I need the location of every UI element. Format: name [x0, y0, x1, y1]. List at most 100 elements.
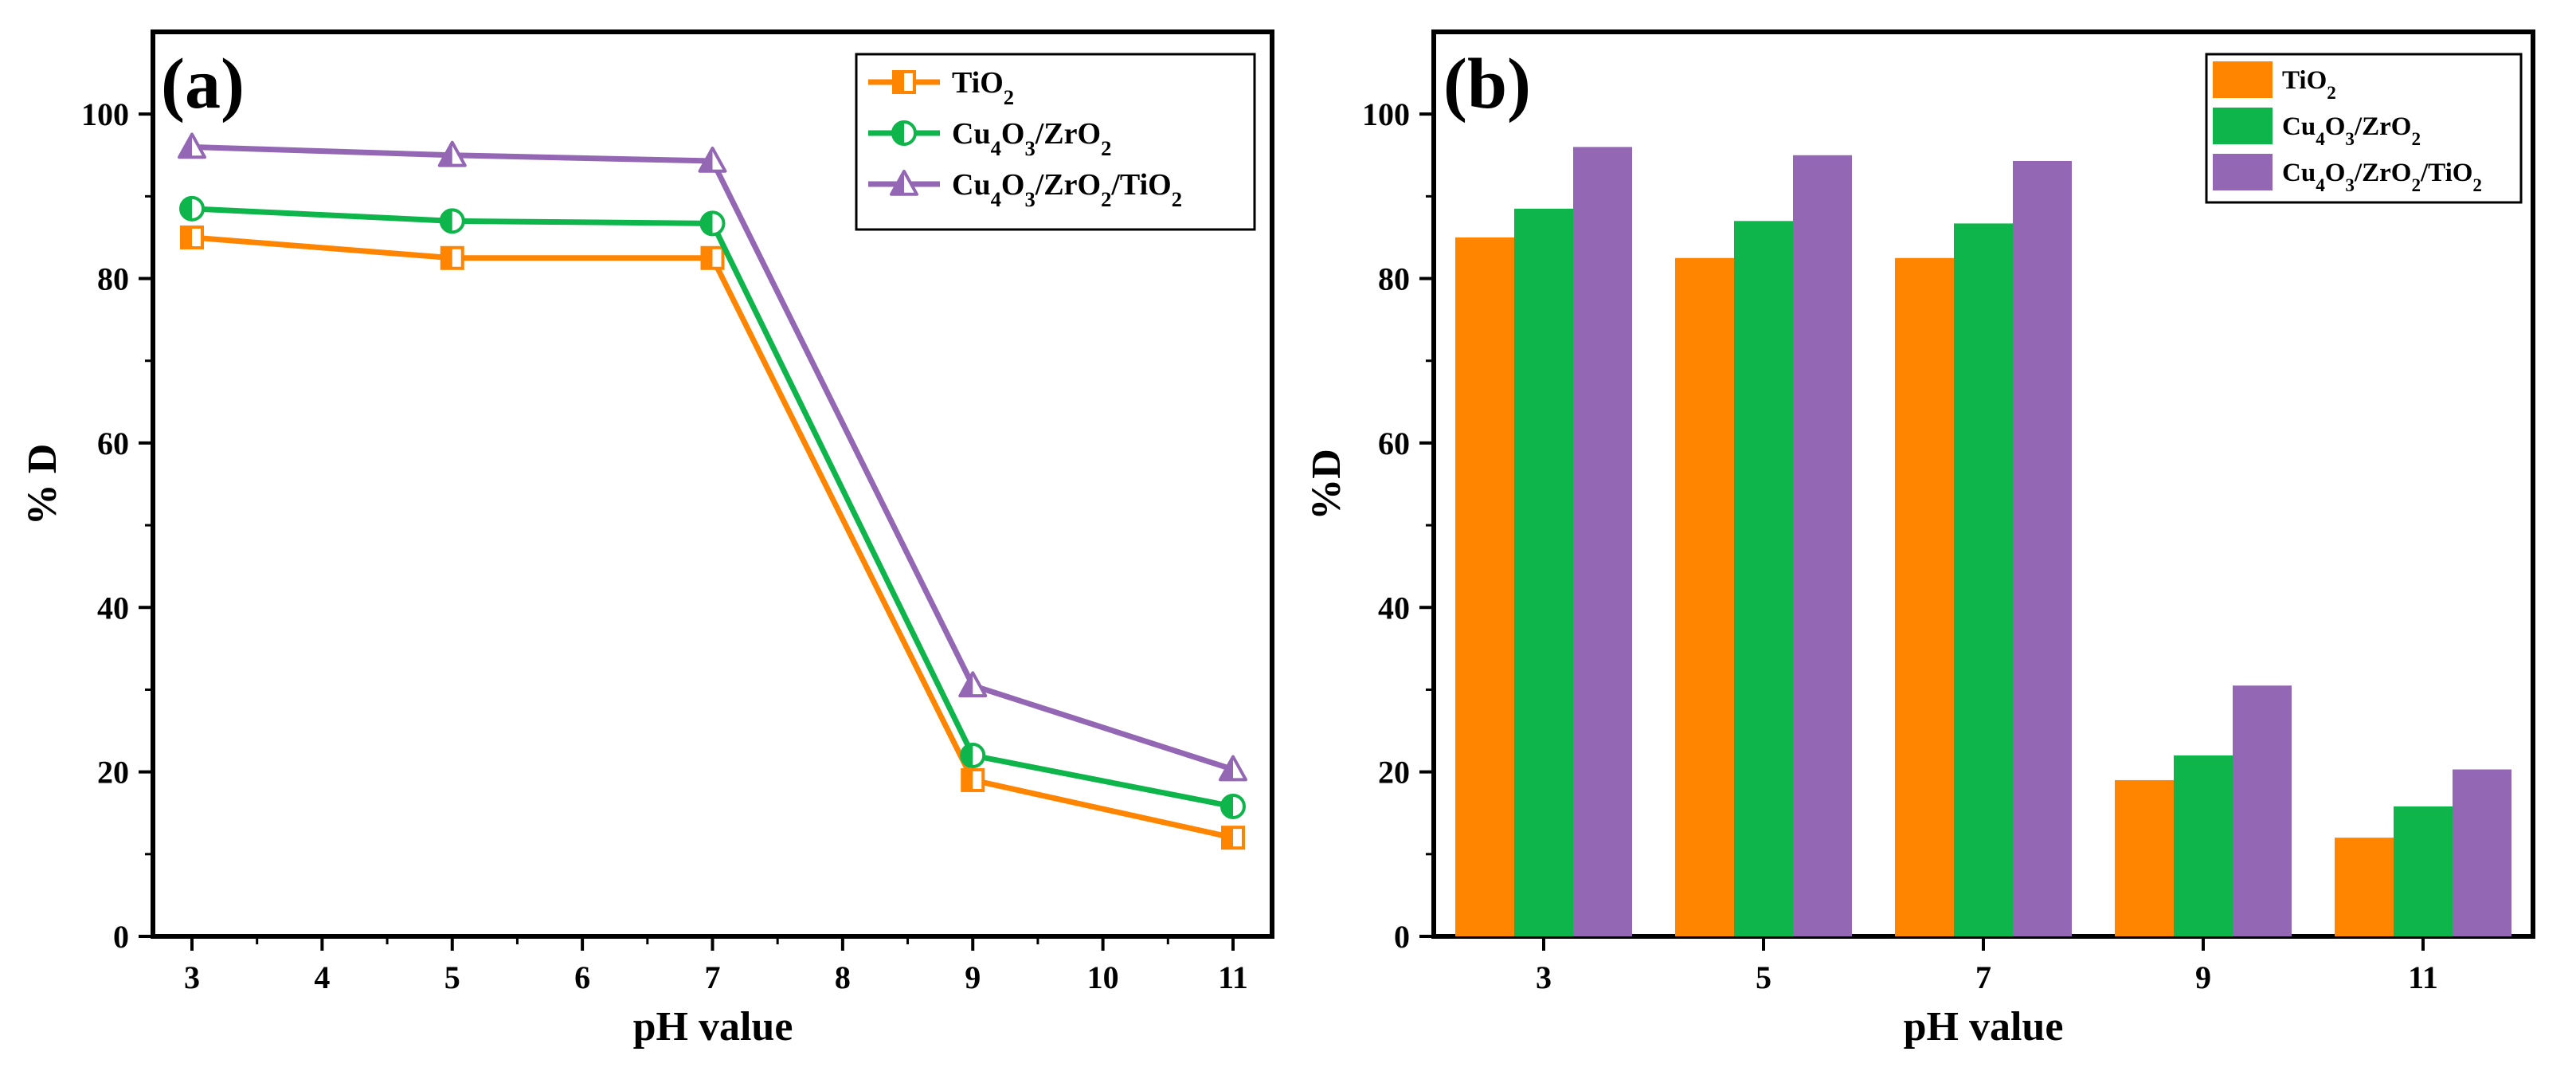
- panel-b-bar: [1514, 208, 1573, 936]
- panel-b-y-tick-label: 100: [1362, 96, 1410, 132]
- panel-b-bar: [2174, 755, 2233, 936]
- legend-text-part: Cu: [2282, 159, 2316, 187]
- panel-b-bar: [1573, 147, 1632, 937]
- panel-a-x-tick-label: 8: [835, 959, 851, 995]
- panel-a-y-tick-label: 40: [97, 590, 129, 626]
- panel-b-bar: [1675, 257, 1734, 936]
- legend-text-part: 2: [2472, 175, 2482, 195]
- panel-b-y-axis-label: %D: [1304, 449, 1349, 520]
- legend-text-part: O: [2325, 112, 2346, 141]
- legend-text-part: /TiO: [1110, 168, 1171, 202]
- legend-text-part: 3: [2345, 175, 2355, 195]
- panel-a-data-point: [439, 208, 465, 234]
- panel-a-x-tick-label: 4: [314, 959, 330, 995]
- panel-a-x-tick-label: 10: [1087, 959, 1119, 995]
- panel-b-bar: [1954, 223, 2013, 936]
- legend-text-part: 3: [2345, 128, 2355, 149]
- panel-b-y-tick-label: 20: [1378, 755, 1410, 791]
- panel-a-data-point: [437, 140, 467, 167]
- legend-text-part: TiO: [2282, 66, 2327, 95]
- legend-text-part: 4: [2316, 128, 2325, 149]
- panel-a-x-tick-label: 7: [705, 959, 721, 995]
- panel-a-legend-marker: [890, 170, 918, 196]
- legend-text-part: O: [1001, 117, 1025, 151]
- panel-b-bar: [2394, 806, 2453, 936]
- legend-text-part: O: [1001, 168, 1025, 202]
- panel-b-bar: [1734, 221, 1793, 936]
- panel-a-data-point: [1220, 826, 1245, 850]
- panel-b-x-tick-label: 11: [2408, 959, 2438, 995]
- panel-b-legend-label: TiO2: [2282, 66, 2336, 103]
- panel-b-y-tick-label: 60: [1378, 426, 1410, 461]
- panel-a-data-point: [179, 195, 206, 222]
- panel-a-y-tick-label: 80: [97, 261, 129, 297]
- panel-a-data-point: [440, 245, 464, 270]
- panel-a-label: (a): [161, 45, 245, 124]
- legend-text-part: 2: [1101, 187, 1111, 211]
- panel-b-bar: [2453, 769, 2511, 936]
- legend-text-part: 4: [2316, 175, 2325, 195]
- legend-text-part: /ZrO: [1035, 168, 1101, 202]
- legend-text-part: 3: [1024, 136, 1035, 160]
- panel-a-y-tick-label: 60: [97, 426, 129, 461]
- panel-a-legend-label: TiO2: [952, 66, 1014, 109]
- panel-b-bar: [2013, 160, 2072, 936]
- panel-b-bar: [2233, 685, 2292, 936]
- legend-text-part: /TiO: [2420, 159, 2472, 187]
- panel-b-x-tick-label: 7: [1975, 959, 1991, 995]
- panel-a-x-tick-label: 11: [1218, 959, 1248, 995]
- panel-a-data-point: [1219, 793, 1246, 819]
- panel-b-bar: [2335, 838, 2394, 936]
- panel-a-legend-marker: [891, 120, 917, 146]
- panel-b-y-tick-label: 0: [1394, 919, 1410, 955]
- panel-a-data-point: [958, 671, 988, 698]
- panel-a-data-point: [961, 767, 985, 792]
- panel-b-y-tick-label: 40: [1378, 590, 1410, 626]
- panel-b-legend-swatch: [2213, 108, 2273, 144]
- panel-a-x-tick-label: 3: [184, 959, 200, 995]
- panel-a-series: [178, 132, 1247, 850]
- panel-b-x-tick-label: 5: [1756, 959, 1771, 995]
- panel-a-y-tick-label: 100: [81, 96, 129, 132]
- legend-text-part: Cu: [952, 168, 991, 202]
- panel-a-data-point: [699, 210, 726, 237]
- panel-a-data-point: [698, 146, 727, 173]
- legend-text-part: 2: [2411, 175, 2421, 195]
- panel-a-y-axis-label: % D: [20, 444, 65, 526]
- panel-a-data-point: [180, 225, 205, 249]
- legend-text-part: /ZrO: [2354, 112, 2412, 141]
- panel-b-bar: [1455, 237, 1514, 936]
- panel-b-legend-label: Cu4O3/ZrO2/TiO2: [2282, 159, 2482, 195]
- legend-text-part: 4: [991, 136, 1001, 160]
- legend-text-part: /ZrO: [2354, 159, 2412, 187]
- legend-text-part: O: [2325, 159, 2346, 187]
- panel-a-x-tick-label: 5: [444, 959, 460, 995]
- panel-a-data-point: [960, 743, 986, 768]
- panel-b-x-tick-label: 9: [2195, 959, 2211, 995]
- panel-a-data-point: [178, 132, 207, 159]
- panel-b-x-axis-label: pH value: [1904, 1004, 2064, 1050]
- legend-text-part: /ZrO: [1035, 117, 1101, 151]
- panel-a-data-point: [1218, 755, 1247, 782]
- panel-b-legend-label: Cu4O3/ZrO2: [2282, 112, 2421, 149]
- legend-text-part: Cu: [952, 117, 991, 151]
- panel-b-bars: [1455, 147, 2511, 937]
- panel-b-bar: [1895, 257, 1954, 936]
- panel-a-y-tick-label: 20: [97, 755, 129, 791]
- panel-a-x-tick-label: 6: [574, 959, 590, 995]
- legend-text-part: 3: [1024, 187, 1035, 211]
- legend-text-part: 2: [1101, 136, 1111, 160]
- panel-a-legend-label: Cu4O3/ZrO2/TiO2: [952, 168, 1182, 211]
- legend-text-part: 2: [1172, 187, 1182, 211]
- panel-b-x-tick-label: 3: [1536, 959, 1552, 995]
- panel-b-label: (b): [1443, 45, 1531, 124]
- panel-a-x-tick-label: 9: [965, 959, 981, 995]
- panel-b-ticks: 3 5 7 9 11 0 20 40 60 80 100: [1362, 96, 2438, 995]
- legend-text-part: 2: [2327, 82, 2336, 103]
- panel-b-bar: [1793, 155, 1852, 937]
